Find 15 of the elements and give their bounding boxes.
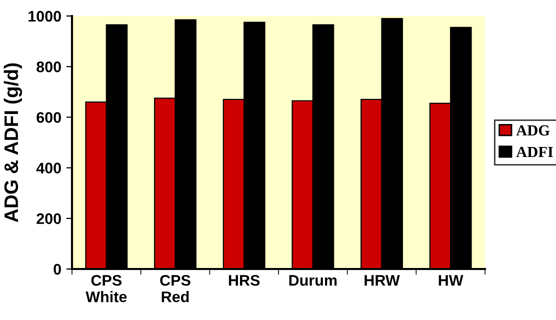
legend-label: ADG bbox=[516, 125, 550, 136]
y-axis-title: ADG & ADFI (g/d) bbox=[4, 63, 22, 222]
y-tick-label: 400 bbox=[36, 162, 61, 174]
y-tick-label: 0 bbox=[54, 264, 61, 275]
y-tick-label: 200 bbox=[36, 213, 61, 224]
y-tick-label: 1000 bbox=[28, 10, 61, 22]
x-tick-label: HW bbox=[438, 275, 464, 286]
y-tick-label: 800 bbox=[36, 61, 61, 72]
legend-label: ADFI bbox=[516, 146, 553, 158]
y-tick-label: 600 bbox=[36, 112, 61, 123]
x-tick-label: HRW bbox=[364, 275, 400, 286]
x-tick-label: Durum bbox=[289, 275, 337, 286]
x-tick-label: CPS White bbox=[86, 274, 127, 302]
x-tick-label: HRS bbox=[228, 274, 260, 286]
x-tick-label: CPS Red bbox=[160, 274, 190, 302]
